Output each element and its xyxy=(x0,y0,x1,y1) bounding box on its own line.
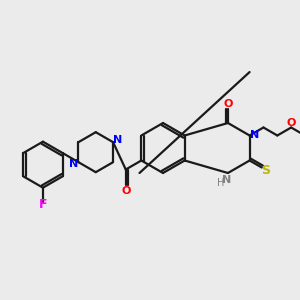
Text: O: O xyxy=(121,185,130,196)
Text: N: N xyxy=(69,159,78,169)
Text: N: N xyxy=(250,130,259,140)
Text: N: N xyxy=(113,135,123,145)
Text: O: O xyxy=(223,99,232,109)
Text: F: F xyxy=(39,198,47,211)
Text: O: O xyxy=(286,118,296,128)
Text: S: S xyxy=(262,164,271,176)
Text: N: N xyxy=(222,175,232,185)
Text: H: H xyxy=(217,178,225,188)
